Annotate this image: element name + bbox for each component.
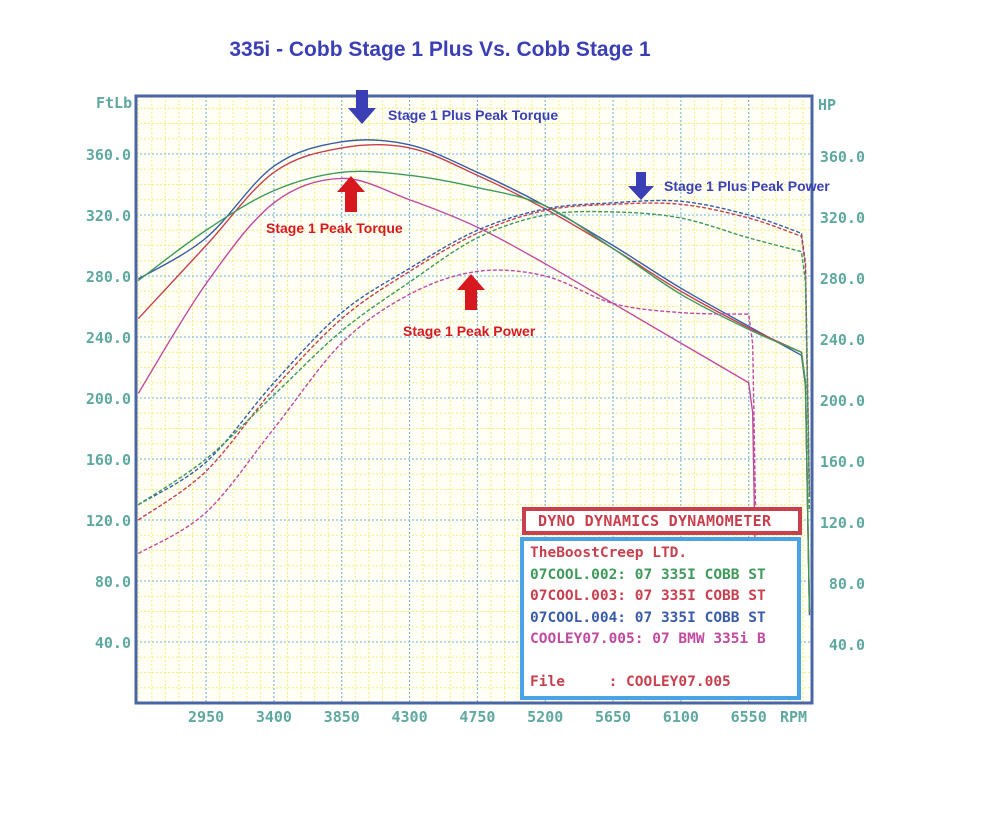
x-tick-label: 4750 <box>459 708 495 726</box>
curve <box>137 139 811 616</box>
legend-run-003: 07COOL.003: 07 335I COBB ST <box>530 588 766 604</box>
annotation-label: Stage 1 Plus Peak Power <box>664 178 830 194</box>
y-tick-label: 80.0 <box>95 573 131 591</box>
stage1-peak-power-annotation: Stage 1 Peak Power <box>403 274 536 339</box>
up-arrow-icon <box>337 176 365 212</box>
y-tick-label: 240.0 <box>86 329 131 347</box>
y-tick-label: 280.0 <box>820 270 865 288</box>
down-arrow-icon <box>348 90 376 124</box>
y-tick-label: 320.0 <box>86 207 131 225</box>
chart-title-text: 335i - Cobb Stage 1 Plus Vs. Cobb Stage … <box>229 38 651 61</box>
y-tick-label: 40.0 <box>95 634 131 652</box>
y-tick-label: 40.0 <box>829 636 865 654</box>
legend-run-002: 07COOL.002: 07 335I COBB ST <box>530 566 766 583</box>
chart-curves <box>137 139 811 643</box>
x-axis-ticks: 2950 3400 3850 4300 4750 5200 5650 6100 6550 <box>188 708 767 726</box>
plot-frame <box>134 94 814 705</box>
legend-company: TheBoostCreep LTD. <box>530 545 688 561</box>
up-arrow-icon <box>457 274 485 310</box>
annotation-label: Stage 1 Plus Peak Torque <box>388 107 558 123</box>
y-tick-label: 120.0 <box>86 512 131 530</box>
x-tick-label: 6550 <box>731 708 767 726</box>
stage1-peak-torque-annotation: Stage 1 Peak Torque <box>266 176 403 236</box>
y-tick-label: 360.0 <box>820 148 865 166</box>
y-tick-label: 280.0 <box>86 268 131 286</box>
x-tick-label: 4300 <box>392 708 428 726</box>
x-tick-label: 5650 <box>595 708 631 726</box>
y-tick-label: 160.0 <box>86 451 131 469</box>
curve <box>137 177 758 643</box>
x-tick-label: 2950 <box>188 708 224 726</box>
curve <box>137 269 758 575</box>
curve <box>137 202 811 521</box>
legend-header-text: DYNO DYNAMICS DYNAMOMETER <box>538 512 772 530</box>
down-arrow-icon <box>628 172 654 200</box>
legend-box: TheBoostCreep LTD. 07COOL.002: 07 335I C… <box>520 537 801 700</box>
y-tick-label: 360.0 <box>86 146 131 164</box>
annotation-label: Stage 1 Peak Power <box>403 323 536 339</box>
y-tick-label: 200.0 <box>820 392 865 410</box>
stage1-plus-peak-torque-annotation: Stage 1 Plus Peak Torque <box>348 90 558 124</box>
y-tick-label: 320.0 <box>820 209 865 227</box>
x-tick-label: 3400 <box>256 708 292 726</box>
curve <box>137 170 811 613</box>
y-tick-label: 80.0 <box>829 575 865 593</box>
annotation-label: Stage 1 Peak Torque <box>266 220 403 236</box>
legend-header: DYNO DYNAMICS DYNAMOMETER <box>522 507 802 535</box>
y-axis-left-ticks: 360.0 320.0 280.0 240.0 200.0 160.0 120.0 80.0 4… <box>86 146 131 652</box>
right-axis-unit: HP <box>818 96 836 114</box>
x-tick-label: 3850 <box>324 708 360 726</box>
chart-title: 335i - Cobb Stage 1 Plus Vs. Cobb Stage … <box>0 38 1000 62</box>
y-axis-right-ticks: 360.0 320.0 280.0 240.0 200.0 160.0 120.0 80.0 4… <box>820 148 865 654</box>
legend-file: File : COOLEY07.005 <box>530 674 731 690</box>
x-tick-label: 6100 <box>663 708 699 726</box>
x-tick-label: 5200 <box>527 708 563 726</box>
curve <box>137 210 811 512</box>
y-tick-label: 160.0 <box>820 453 865 471</box>
left-axis-unit: FtLb <box>96 94 132 112</box>
x-axis-unit: RPM <box>780 708 807 726</box>
legend-run-004: 07COOL.004: 07 335I COBB ST <box>530 609 766 626</box>
y-tick-label: 200.0 <box>86 390 131 408</box>
stage1-plus-peak-power-annotation: Stage 1 Plus Peak Power <box>628 172 830 200</box>
curve <box>137 143 811 613</box>
y-tick-label: 120.0 <box>820 514 865 532</box>
curve <box>137 199 811 506</box>
legend-run-005: COOLEY07.005: 07 BMW 335i B <box>530 631 766 647</box>
y-tick-label: 240.0 <box>820 331 865 349</box>
